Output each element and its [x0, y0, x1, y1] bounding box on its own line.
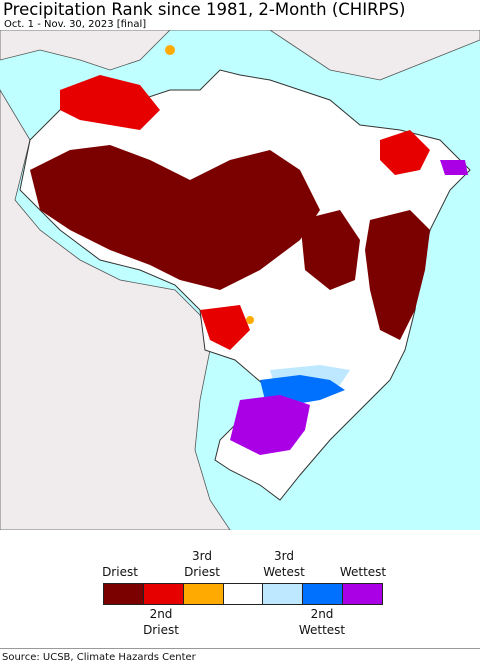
western-neighbors: [0, 89, 231, 530]
legend-swatch-3rd-wettest: [263, 584, 304, 604]
map-panel: [0, 30, 480, 530]
region-second-driest-3: [200, 305, 250, 350]
legend-swatch-driest: [104, 584, 144, 604]
region-third-driest: [165, 45, 175, 55]
region-driest-north: [30, 145, 320, 290]
region-third-driest-2: [246, 316, 254, 324]
legend-label-3rd-wettest: 3rd Wetest: [263, 549, 305, 579]
legend-label-wettest: Wettest: [339, 565, 387, 579]
legend-color-bar: [103, 583, 383, 605]
legend-swatch-2nd-driest: [143, 584, 184, 604]
region-wettest: [230, 395, 310, 455]
legend-label-2nd-driest: 2nd Driest: [143, 607, 179, 637]
neighbor-countries: [0, 30, 480, 81]
legend: Driest 3rd Driest 3rd Wetest Wettest 2nd Dr…: [0, 540, 480, 650]
map-title: Precipitation Rank since 1981, 2-Month (…: [3, 0, 406, 19]
source-credit: Source: UCSB, Climate Hazards Center: [2, 652, 196, 663]
region-second-driest-2: [380, 130, 430, 175]
region-driest-east: [365, 210, 430, 340]
region-driest-center: [300, 210, 360, 290]
legend-swatch-3rd-driest: [183, 584, 224, 604]
map-subtitle: Oct. 1 - Nov. 30, 2023 [final]: [4, 19, 147, 30]
footer: Source: UCSB, Climate Hazards Center: [0, 648, 480, 665]
region-second-driest: [60, 75, 160, 130]
legend-label-2nd-wettest: 2nd Wettest: [298, 607, 346, 637]
legend-swatch-2nd-wettest: [303, 584, 344, 604]
legend-label-3rd-driest: 3rd Driest: [184, 549, 220, 579]
legend-swatch-wettest: [343, 584, 383, 604]
legend-swatch-not-ranked: [223, 584, 264, 604]
precipitation-rank-map: [0, 30, 480, 530]
region-wettest-northeast: [440, 160, 468, 175]
legend-label-driest: Driest: [102, 565, 138, 579]
